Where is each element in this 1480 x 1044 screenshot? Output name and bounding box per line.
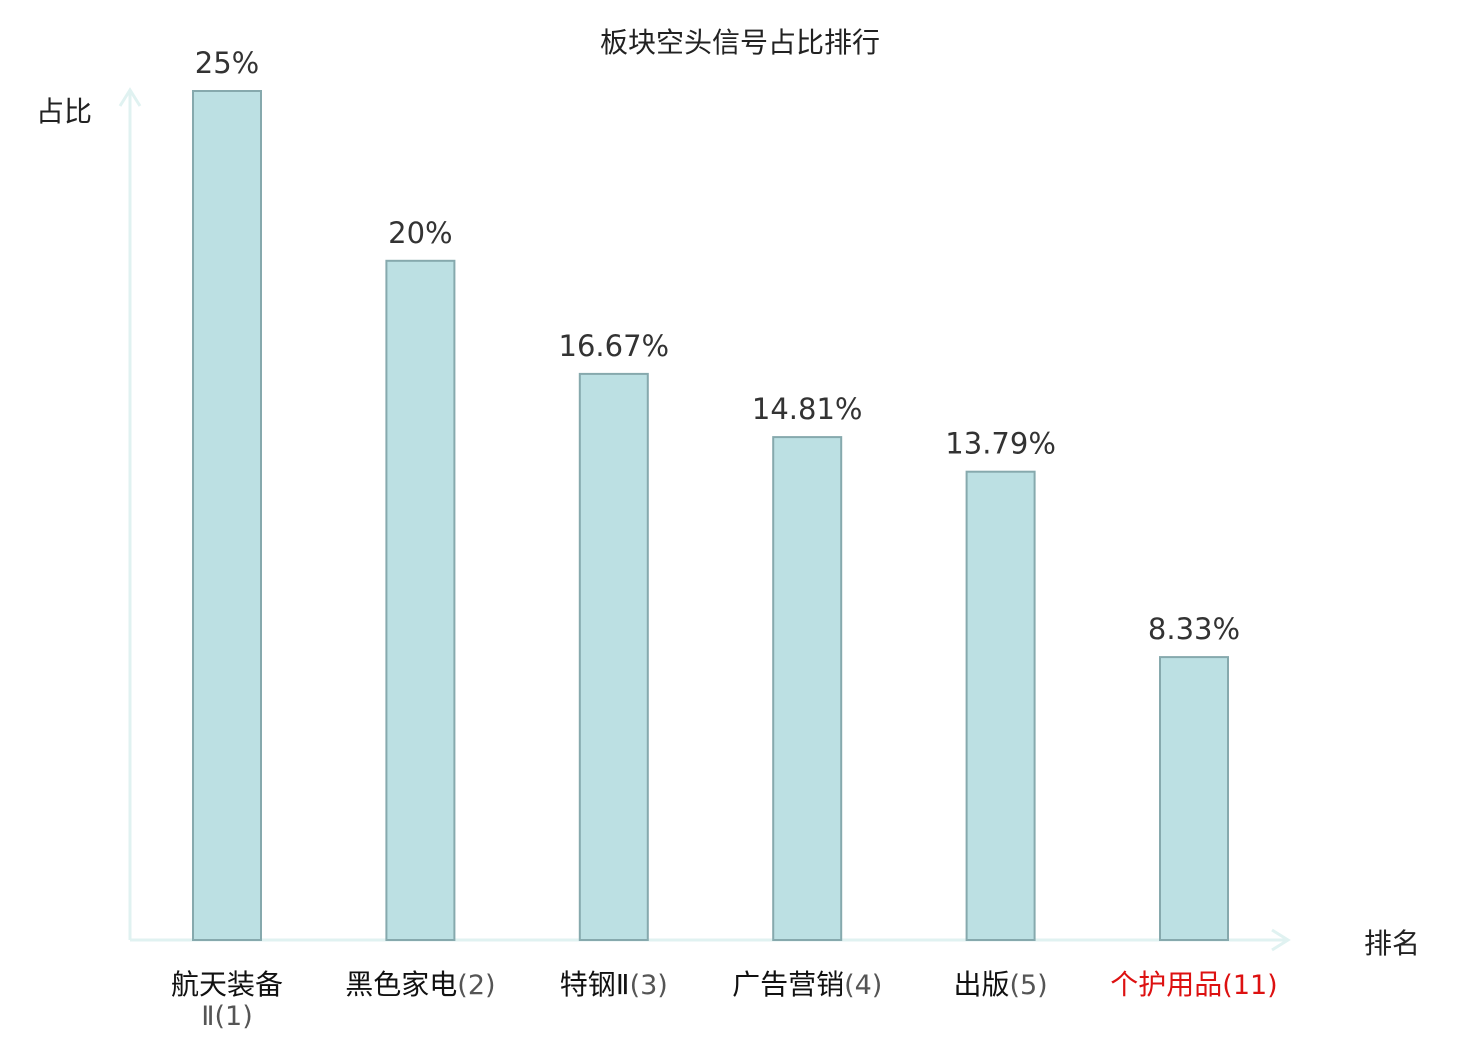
tick-label-5-name: 出版 [953,968,1009,1001]
tick-label-2: 黑色家电(2) [345,968,495,1001]
tick-label-3-name: 特钢Ⅱ [560,968,630,1001]
y-axis-arrow-icon [118,87,142,107]
value-label-4: 14.81% [752,392,863,426]
value-label-6: 8.33% [1148,612,1240,646]
chart-title: 板块空头信号占比排行 [600,26,880,59]
x-axis-arrow-icon [1271,928,1291,952]
value-label-5: 13.79% [945,427,1056,461]
tick-label-6-name: 个护用品 [1110,968,1222,1001]
x-axis-label: 排名 [1364,927,1420,960]
bar-2 [385,259,456,941]
tick-label-3-rank: (3) [630,970,668,1001]
tick-label-4-name: 广告营销 [732,968,844,1001]
value-label-3: 16.67% [559,329,670,363]
tick-label-6: 个护用品(11) [1110,968,1277,1001]
tick-label-1-rank: Ⅱ(1) [201,1001,253,1032]
tick-label-3: 特钢Ⅱ(3) [560,968,668,1001]
value-label-2: 20% [388,216,452,250]
bar-6 [1159,656,1229,941]
bar-1 [192,90,262,941]
bar-5 [965,470,1036,941]
tick-label-5-rank: (5) [1009,970,1047,1001]
tick-label-2-name: 黑色家电 [345,968,457,1001]
tick-label-6-rank: (11) [1222,970,1277,1001]
y-axis-label: 占比 [36,95,92,128]
tick-label-5: 出版(5) [953,968,1047,1001]
tick-label-4-rank: (4) [844,970,882,1001]
value-labels-group: 25% 20% 16.67% 14.81% 13.79% 8.33% [195,46,1240,646]
bars-group [192,90,1229,941]
tick-label-2-rank: (2) [457,970,495,1001]
bar-4 [772,436,843,941]
tick-label-4: 广告营销(4) [732,968,882,1001]
tick-label-1-name: 航天装备 [171,968,283,1001]
bar-3 [578,372,649,941]
value-label-1: 25% [195,46,259,80]
